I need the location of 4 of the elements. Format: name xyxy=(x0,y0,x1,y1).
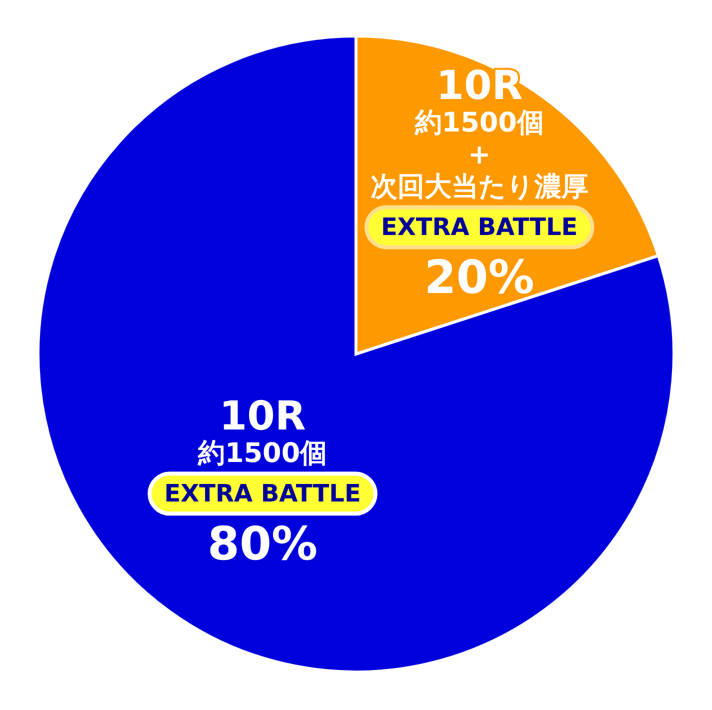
data-label: 20% xyxy=(424,250,534,304)
pie-slice xyxy=(36,34,675,674)
slice-label: 10R 約1500個 EXTRA BATTLE xyxy=(164,394,361,508)
data-label: 80% xyxy=(207,516,318,571)
